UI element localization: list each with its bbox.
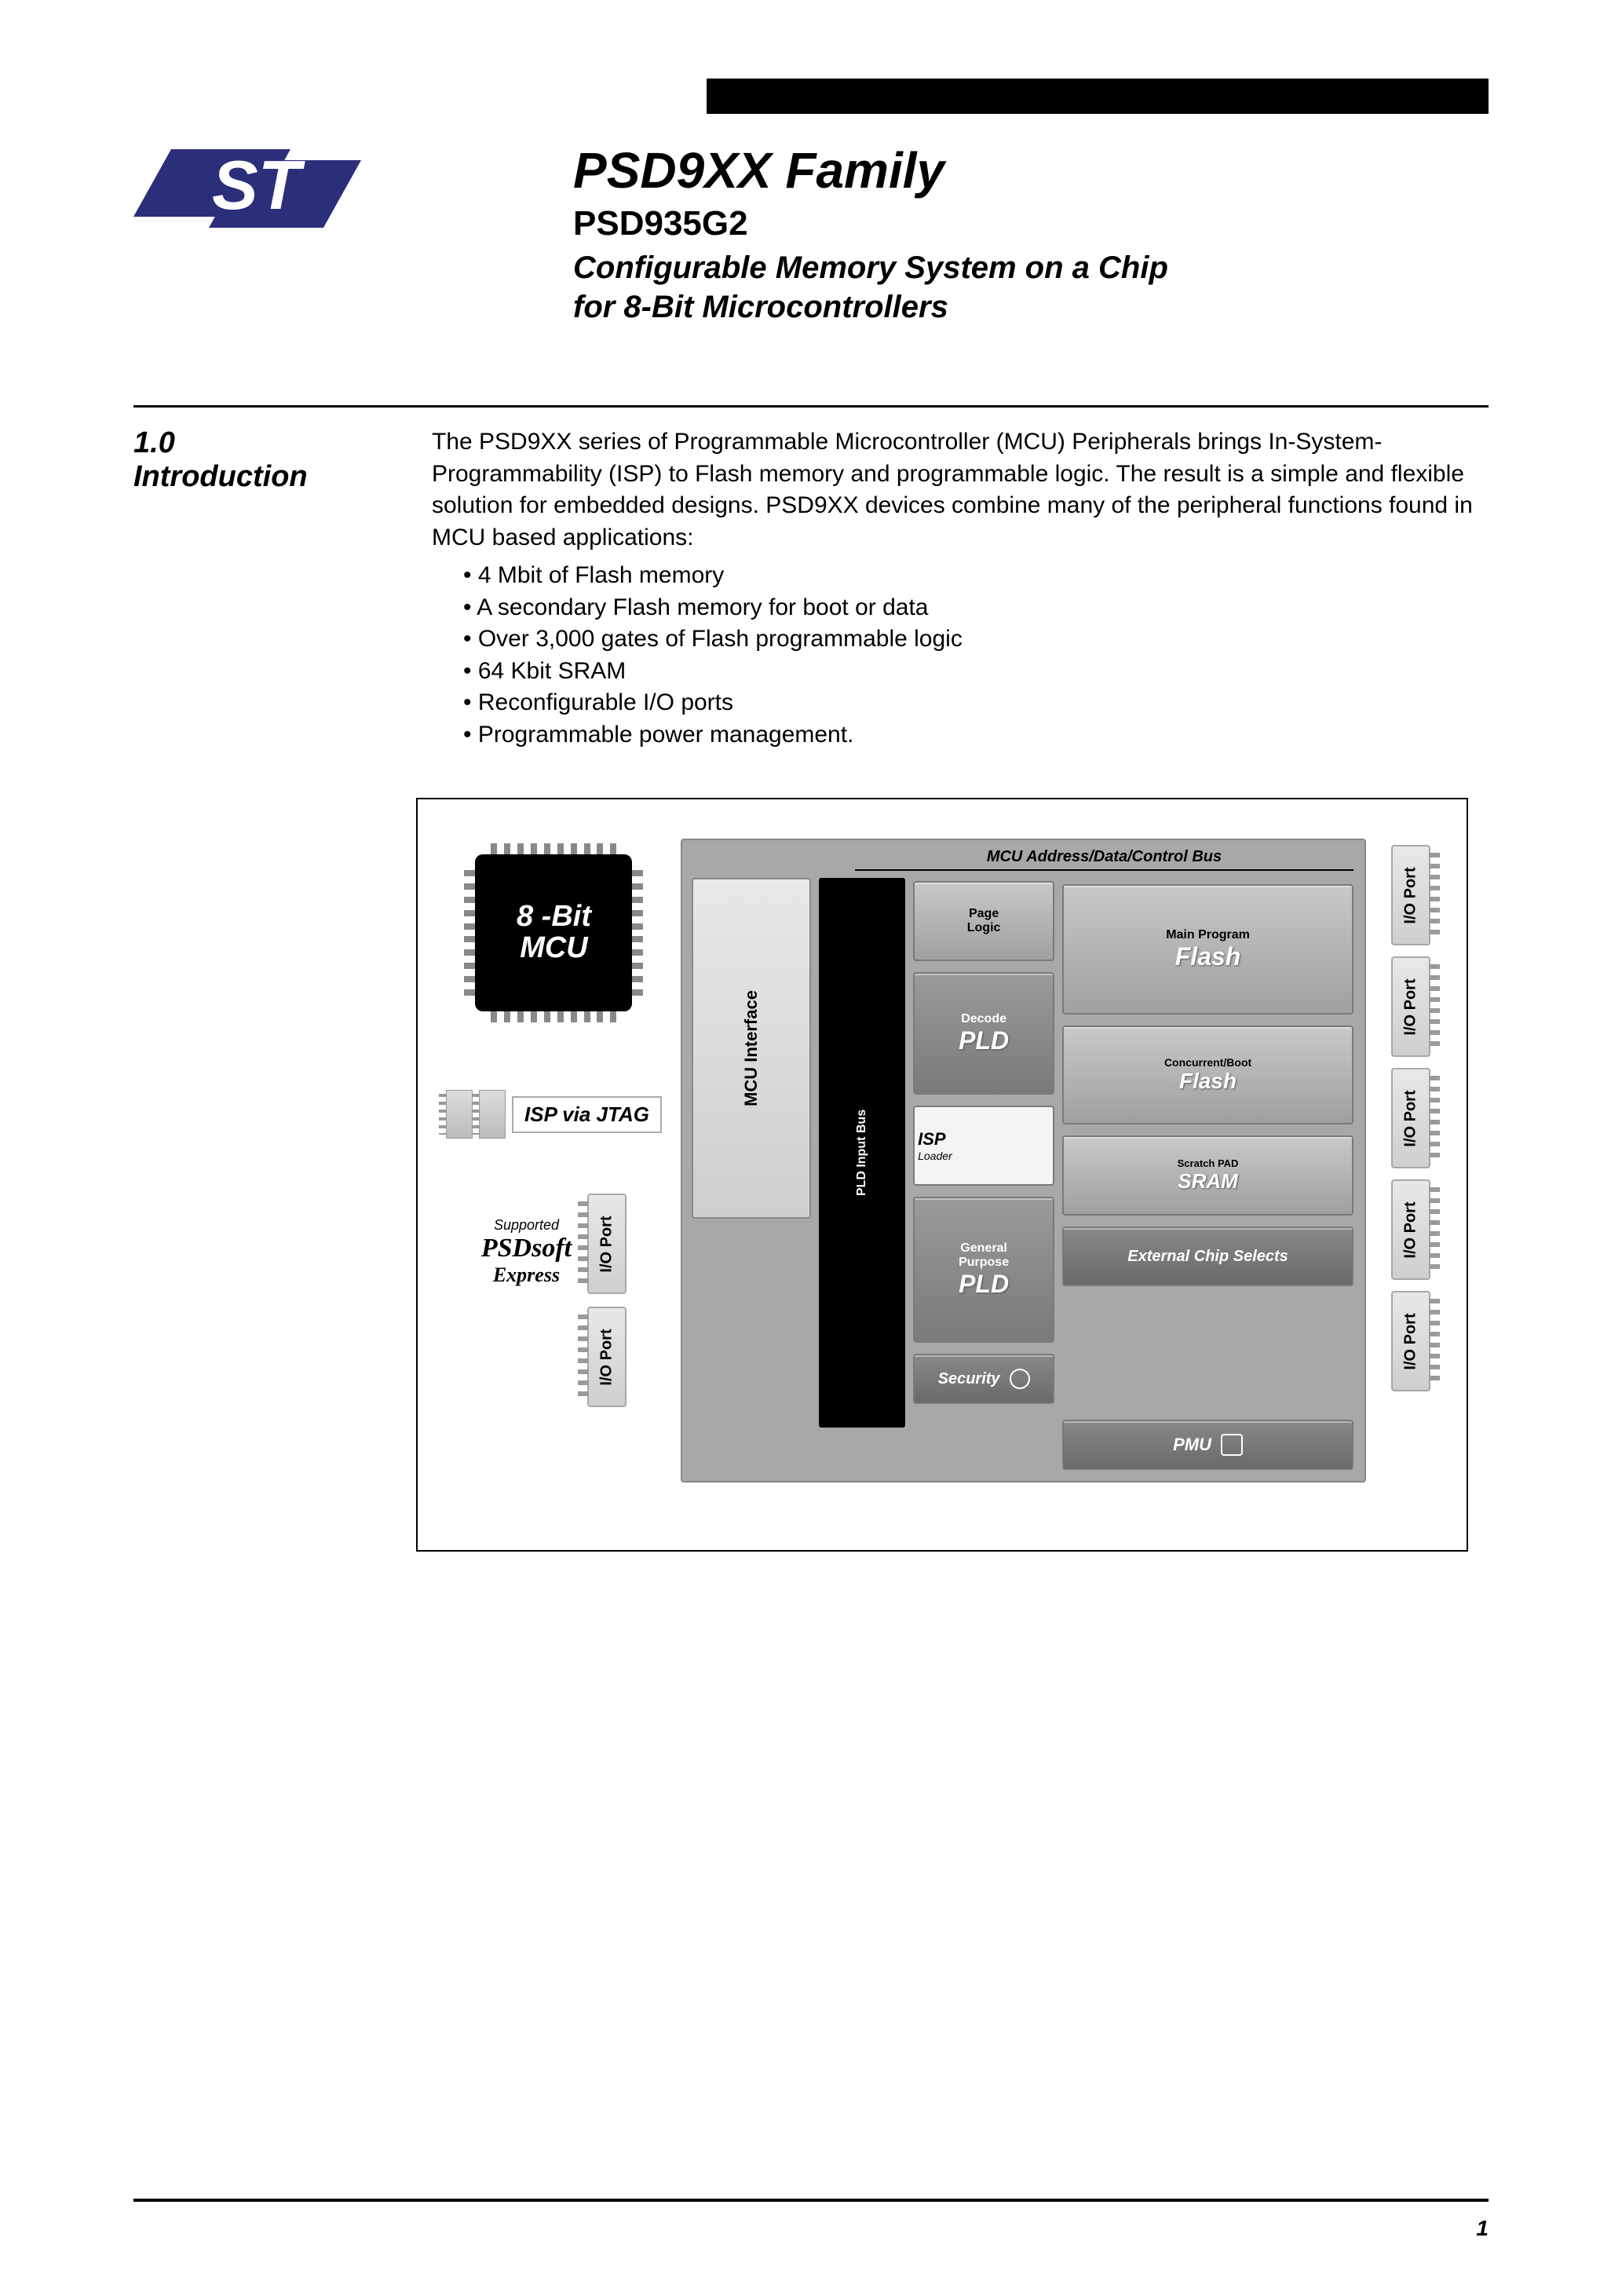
pld-input-bus: PLD Input Bus — [819, 878, 905, 1428]
isp-loader-block: ISP Loader — [913, 1106, 1054, 1186]
io-port-block: I/O Port — [1391, 845, 1430, 945]
mcu-interface-block: MCU Interface — [692, 878, 811, 1219]
mcu-chip: 8 -Bit MCU — [475, 854, 632, 1011]
intro-paragraph: The PSD9XX series of Programmable Microc… — [432, 426, 1489, 554]
chip-pins-right — [632, 870, 643, 996]
section-label: 1.0 Introduction — [133, 426, 432, 494]
intro-bullets: 4 Mbit of Flash memory A secondary Flash… — [463, 560, 1489, 751]
chip-pins-bottom — [491, 1011, 616, 1022]
chip-pins-top — [491, 843, 616, 854]
psdsoft-supported: Supported PSDsoft Express — [481, 1217, 572, 1287]
block-diagram-figure: 8 -Bit MCU ISP via JTAG Supported PSDsof… — [416, 798, 1468, 1552]
pmu-block: PMU — [1062, 1420, 1353, 1470]
family-title: PSD9XX Family — [573, 141, 1489, 199]
bullet-item: 64 Kbit SRAM — [463, 656, 1489, 688]
section-name: Introduction — [133, 460, 416, 494]
right-inner-column: Main Program Flash Concurrent/Boot Flash… — [1062, 850, 1353, 1470]
express-label: Express — [481, 1263, 572, 1287]
bullet-item: Reconfigurable I/O ports — [463, 687, 1489, 719]
isp-via-jtag-label: ISP via JTAG — [512, 1096, 662, 1133]
io-port-block: I/O Port — [587, 1194, 627, 1294]
left-ioport-stack: I/O Port I/O Port — [587, 1194, 627, 1407]
main-program-flash-block: Main Program Flash — [1062, 884, 1353, 1015]
part-title: PSD935G2 — [573, 204, 1489, 243]
header-row: ST PSD9XX Family PSD935G2 Configurable M… — [133, 141, 1489, 327]
boot-flash-block: Concurrent/Boot Flash — [1062, 1026, 1353, 1124]
right-ioport-stack: I/O Port I/O Port I/O Port I/O Port I/O … — [1391, 845, 1438, 1391]
decode-pld-block: Decode PLD — [913, 972, 1054, 1095]
sram-block: Scratch PAD SRAM — [1062, 1135, 1353, 1216]
subtitle-line2: for 8-Bit Microcontrollers — [573, 287, 1489, 327]
figure-left-column: 8 -Bit MCU ISP via JTAG Supported PSDsof… — [446, 839, 662, 1407]
subtitle-line1: Configurable Memory System on a Chip — [573, 248, 1489, 287]
page-logic-block: Page Logic — [913, 881, 1054, 961]
jtag-port-icon — [479, 1090, 506, 1139]
divider-rule — [133, 405, 1489, 408]
database-icon — [1221, 1434, 1243, 1456]
title-block: PSD9XX Family PSD935G2 Configurable Memo… — [573, 141, 1489, 327]
st-logo: ST — [133, 141, 361, 236]
io-port-block: I/O Port — [1391, 1291, 1430, 1391]
mid-column: Page Logic Decode PLD ISP Loader General… — [913, 881, 1054, 1470]
bullet-item: Over 3,000 gates of Flash programmable l… — [463, 623, 1489, 656]
header-black-bar — [707, 79, 1489, 114]
page-number: 1 — [1476, 2216, 1489, 2241]
bullet-item: Programmable power management. — [463, 719, 1489, 751]
psdsoft-label: PSDsoft — [481, 1234, 572, 1263]
logo-wrap: ST — [133, 141, 573, 236]
page: ST PSD9XX Family PSD935G2 Configurable M… — [0, 0, 1622, 2296]
main-device-block: MCU Address/Data/Control Bus MCU Interfa… — [681, 839, 1366, 1483]
lock-icon — [1010, 1369, 1030, 1389]
io-port-block: I/O Port — [1391, 1179, 1430, 1280]
svg-text:ST: ST — [212, 146, 305, 224]
io-port-block: I/O Port — [587, 1307, 627, 1407]
chip-label-line2: MCU — [520, 933, 588, 964]
supported-label: Supported — [481, 1217, 572, 1234]
body-text: The PSD9XX series of Programmable Microc… — [432, 426, 1489, 751]
security-block: Security — [913, 1354, 1054, 1404]
isp-via-jtag-row: ISP via JTAG — [446, 1090, 662, 1139]
footer-rule — [133, 2199, 1489, 2202]
io-port-block: I/O Port — [1391, 1068, 1430, 1168]
chip-label-line1: 8 -Bit — [517, 901, 591, 933]
io-port-block: I/O Port — [1391, 956, 1430, 1057]
bus-title: MCU Address/Data/Control Bus — [855, 848, 1353, 871]
intro-row: 1.0 Introduction The PSD9XX series of Pr… — [133, 426, 1489, 751]
section-number: 1.0 — [133, 426, 416, 460]
general-purpose-pld-block: General Purpose PLD — [913, 1197, 1054, 1343]
bullet-item: 4 Mbit of Flash memory — [463, 560, 1489, 592]
jtag-port-icon — [446, 1090, 473, 1139]
bullet-item: A secondary Flash memory for boot or dat… — [463, 592, 1489, 624]
chip-pins-left — [464, 870, 475, 996]
external-chip-selects-block: External Chip Selects — [1062, 1227, 1353, 1286]
